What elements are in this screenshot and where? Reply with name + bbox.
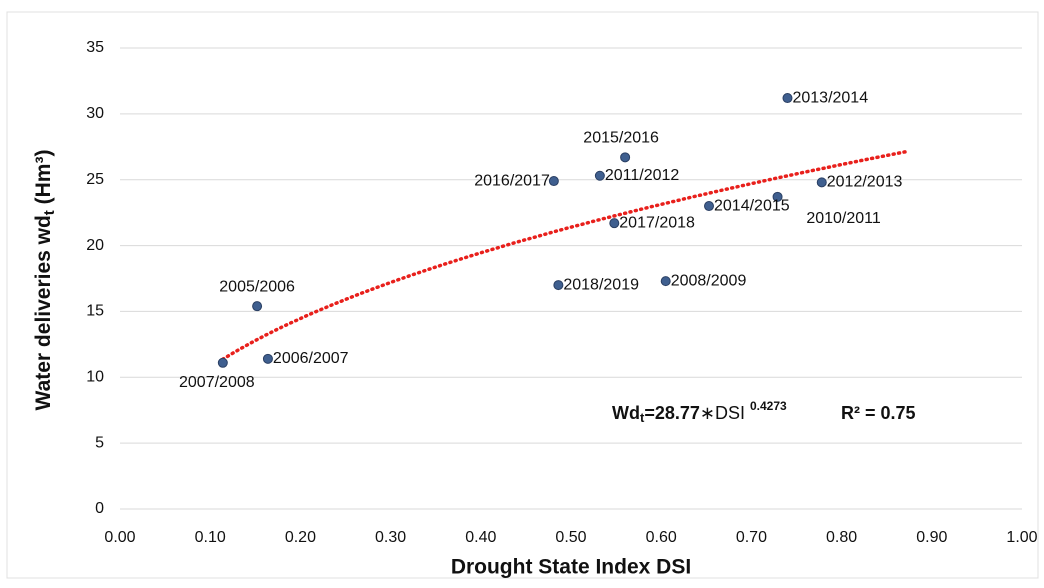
point-label: 2015/2016 [583, 130, 659, 147]
y-tick-label: 25 [86, 171, 104, 188]
point-label: 2012/2013 [827, 174, 903, 191]
point-label: 2010/2011 [806, 210, 881, 227]
x-tick-label: 0.10 [195, 529, 226, 546]
point-label: 2013/2014 [792, 89, 868, 106]
eq-coefficient: 28.77 [655, 403, 700, 423]
r2-label: R² = [841, 403, 881, 423]
data-point [262, 353, 273, 364]
r2: R² = 0.75 [841, 403, 916, 423]
y-tick-label: 0 [95, 500, 104, 517]
trendline [221, 149, 912, 361]
y-tick-label: 10 [86, 369, 104, 386]
data-point [704, 201, 715, 212]
x-tick-label: 0.40 [465, 529, 496, 546]
point-label: 2006/2007 [273, 350, 349, 367]
data-point [252, 301, 263, 312]
x-axis-title: Drought State Index DSI [451, 556, 691, 579]
point-label: 2016/2017 [474, 172, 550, 189]
eq-operator: ∗DSI [700, 403, 750, 423]
x-tick-label: 0.90 [916, 529, 947, 546]
equation: Wdt=28.77∗DSI 0.4273 [612, 399, 787, 425]
y-tick-label: 35 [86, 39, 104, 56]
y-tick-label: 5 [95, 434, 104, 451]
x-tick-label: 0.00 [104, 529, 135, 546]
eq-lhs: Wd [612, 403, 640, 423]
data-point [660, 276, 671, 287]
y-tick-label: 30 [86, 105, 104, 122]
point-label: 2011/2012 [605, 167, 680, 184]
y-title-unit: (Hm³) [32, 150, 55, 211]
data-point [217, 357, 228, 368]
x-tick-label: 0.80 [826, 529, 857, 546]
data-point [553, 280, 564, 291]
x-tick-label: 0.20 [285, 529, 316, 546]
point-label: 2014/2015 [714, 197, 790, 214]
point-label: 2008/2009 [671, 272, 747, 289]
y-title-main: Water deliveries wd [32, 215, 55, 410]
x-tick-label: 0.30 [375, 529, 406, 546]
data-point [609, 218, 620, 229]
data-point [772, 191, 783, 202]
eq-sub: t [640, 410, 645, 425]
x-tick-label: 0.70 [736, 529, 767, 546]
data-point [782, 93, 793, 104]
eq-exponent: 0.4273 [750, 399, 787, 413]
point-label: 2018/2019 [563, 276, 639, 293]
point-label: 2007/2008 [179, 374, 255, 391]
r2-value: 0.75 [881, 403, 916, 423]
point-label: 2005/2006 [219, 278, 295, 295]
x-tick-label: 1.00 [1006, 529, 1037, 546]
x-tick-label: 0.60 [646, 529, 677, 546]
point-label: 2017/2018 [619, 214, 695, 231]
data-point [816, 177, 827, 188]
data-point [548, 176, 559, 187]
x-tick-label: 0.50 [555, 529, 586, 546]
data-point [594, 170, 605, 181]
chart-border [6, 11, 1039, 579]
y-axis-title: Water deliveries wdt (Hm³) [32, 150, 58, 411]
data-point [620, 152, 631, 163]
y-title-sub: t [41, 210, 58, 215]
y-tick-label: 15 [86, 303, 104, 320]
eq-equals: = [644, 403, 655, 423]
y-tick-label: 20 [86, 237, 104, 254]
